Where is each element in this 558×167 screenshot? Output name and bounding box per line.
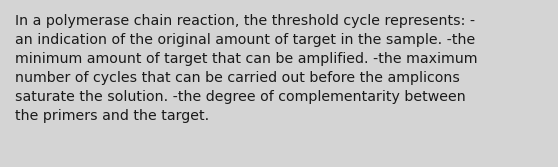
Text: In a polymerase chain reaction, the threshold cycle represents: -
an indication : In a polymerase chain reaction, the thre… [15, 14, 478, 123]
